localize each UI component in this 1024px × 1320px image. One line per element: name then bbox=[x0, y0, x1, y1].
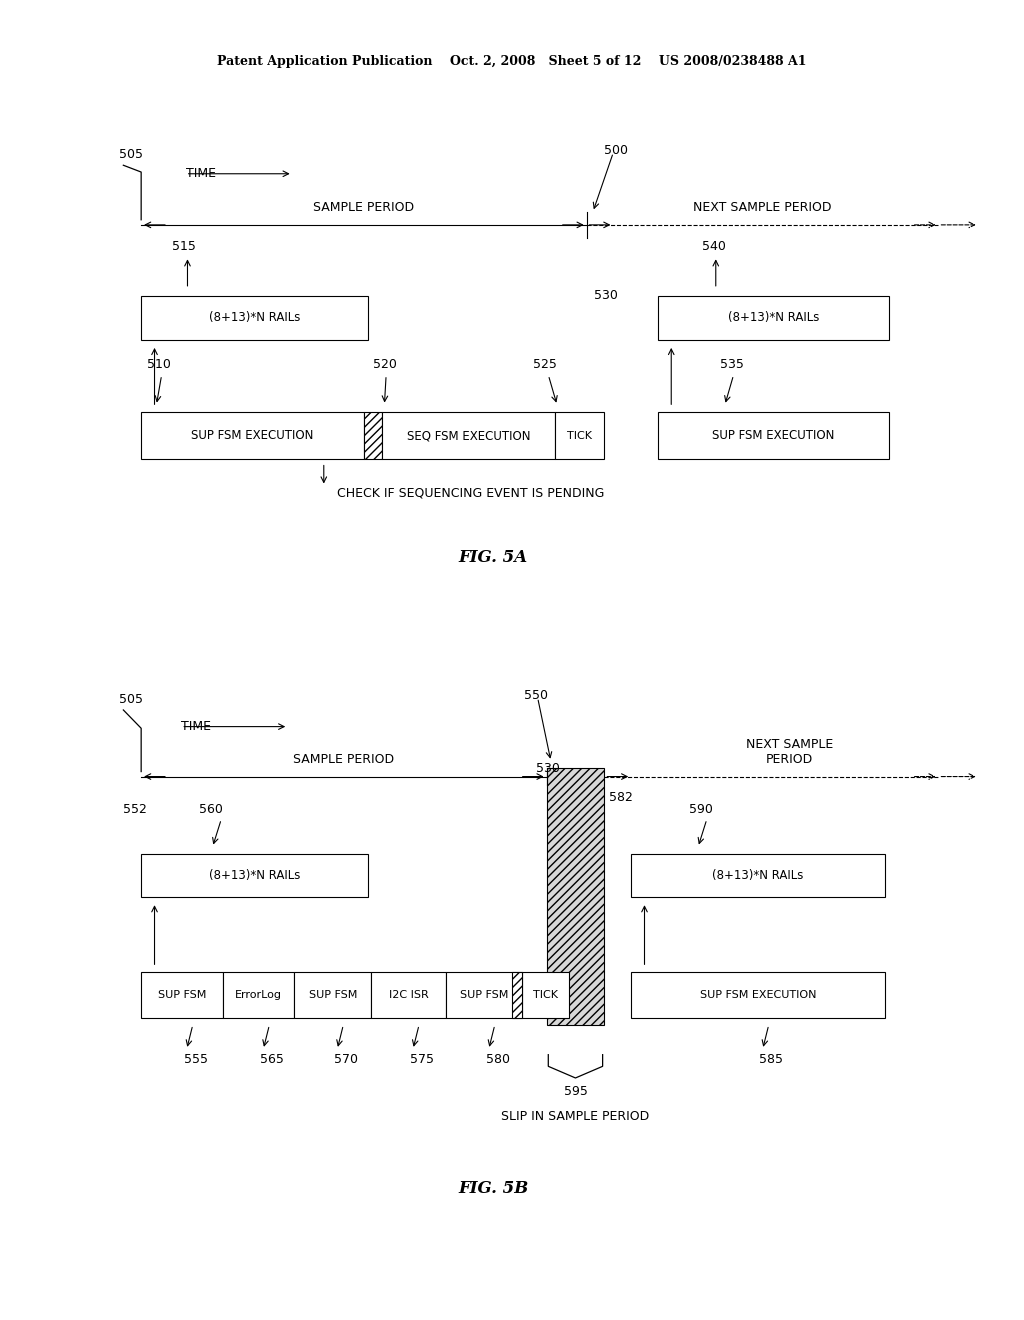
Bar bbox=[555, 412, 604, 459]
Text: (8+13)*N RAILs: (8+13)*N RAILs bbox=[728, 312, 819, 325]
Text: TIME: TIME bbox=[185, 168, 216, 181]
Text: 550: 550 bbox=[524, 689, 548, 702]
Text: SAMPLE PERIOD: SAMPLE PERIOD bbox=[293, 752, 394, 766]
Text: SAMPLE PERIOD: SAMPLE PERIOD bbox=[313, 201, 415, 214]
Text: (8+13)*N RAILs: (8+13)*N RAILs bbox=[209, 312, 300, 325]
Text: I2C ISR: I2C ISR bbox=[388, 990, 428, 1001]
Text: (8+13)*N RAILs: (8+13)*N RAILs bbox=[713, 869, 804, 882]
Text: 535: 535 bbox=[720, 359, 744, 371]
Text: TIME: TIME bbox=[181, 721, 211, 733]
Text: 530: 530 bbox=[594, 289, 617, 302]
Text: SUP FSM: SUP FSM bbox=[308, 990, 357, 1001]
Bar bbox=[657, 296, 890, 341]
Text: CHECK IF SEQUENCING EVENT IS PENDING: CHECK IF SEQUENCING EVENT IS PENDING bbox=[337, 487, 604, 499]
Bar bbox=[631, 973, 885, 1018]
Text: 580: 580 bbox=[485, 1053, 510, 1067]
Bar bbox=[141, 412, 364, 459]
Text: 510: 510 bbox=[147, 359, 171, 371]
Text: 525: 525 bbox=[534, 359, 557, 371]
Text: TICK: TICK bbox=[534, 990, 558, 1001]
Text: NEXT SAMPLE
PERIOD: NEXT SAMPLE PERIOD bbox=[745, 738, 833, 766]
Text: 505: 505 bbox=[119, 148, 143, 161]
Bar bbox=[141, 296, 369, 341]
Text: 515: 515 bbox=[172, 240, 197, 253]
Text: ErrorLog: ErrorLog bbox=[236, 990, 283, 1001]
Text: 530: 530 bbox=[536, 762, 560, 775]
Bar bbox=[512, 973, 522, 1018]
Bar bbox=[223, 973, 294, 1018]
Bar bbox=[141, 854, 369, 898]
Bar bbox=[364, 412, 382, 459]
Text: 540: 540 bbox=[702, 240, 726, 253]
Text: 595: 595 bbox=[563, 1085, 588, 1098]
Text: TICK: TICK bbox=[567, 430, 593, 441]
Bar bbox=[382, 412, 555, 459]
Bar bbox=[445, 973, 522, 1018]
Bar bbox=[141, 973, 223, 1018]
Text: Patent Application Publication    Oct. 2, 2008   Sheet 5 of 12    US 2008/023848: Patent Application Publication Oct. 2, 2… bbox=[217, 55, 807, 69]
Text: FIG. 5B: FIG. 5B bbox=[458, 1180, 528, 1197]
Text: 590: 590 bbox=[689, 803, 713, 816]
Text: 500: 500 bbox=[604, 144, 629, 157]
Text: 575: 575 bbox=[410, 1053, 434, 1067]
Text: SUP FSM: SUP FSM bbox=[158, 990, 206, 1001]
Bar bbox=[631, 854, 885, 898]
Text: 520: 520 bbox=[373, 359, 396, 371]
Text: 505: 505 bbox=[119, 693, 143, 706]
Bar bbox=[522, 973, 568, 1018]
Bar bbox=[371, 973, 445, 1018]
Text: SUP FSM EXECUTION: SUP FSM EXECUTION bbox=[699, 990, 816, 1001]
Text: 560: 560 bbox=[199, 803, 223, 816]
Bar bbox=[657, 412, 890, 459]
Text: 582: 582 bbox=[609, 791, 633, 804]
Text: SUP FSM EXECUTION: SUP FSM EXECUTION bbox=[713, 429, 835, 442]
Bar bbox=[547, 768, 604, 1024]
Text: SUP FSM: SUP FSM bbox=[460, 990, 508, 1001]
Text: SUP FSM EXECUTION: SUP FSM EXECUTION bbox=[191, 429, 313, 442]
Text: 555: 555 bbox=[183, 1053, 208, 1067]
Text: FIG. 5A: FIG. 5A bbox=[459, 549, 527, 566]
Text: 552: 552 bbox=[123, 803, 147, 816]
Text: NEXT SAMPLE PERIOD: NEXT SAMPLE PERIOD bbox=[693, 201, 831, 214]
Text: SEQ FSM EXECUTION: SEQ FSM EXECUTION bbox=[407, 429, 530, 442]
Bar bbox=[294, 973, 371, 1018]
Text: 570: 570 bbox=[334, 1053, 358, 1067]
Text: SLIP IN SAMPLE PERIOD: SLIP IN SAMPLE PERIOD bbox=[502, 1110, 649, 1122]
Text: 565: 565 bbox=[260, 1053, 284, 1067]
Bar bbox=[364, 412, 382, 459]
Text: 585: 585 bbox=[760, 1053, 783, 1067]
Bar bbox=[512, 973, 522, 1018]
Bar bbox=[547, 768, 604, 1024]
Text: (8+13)*N RAILs: (8+13)*N RAILs bbox=[209, 869, 300, 882]
